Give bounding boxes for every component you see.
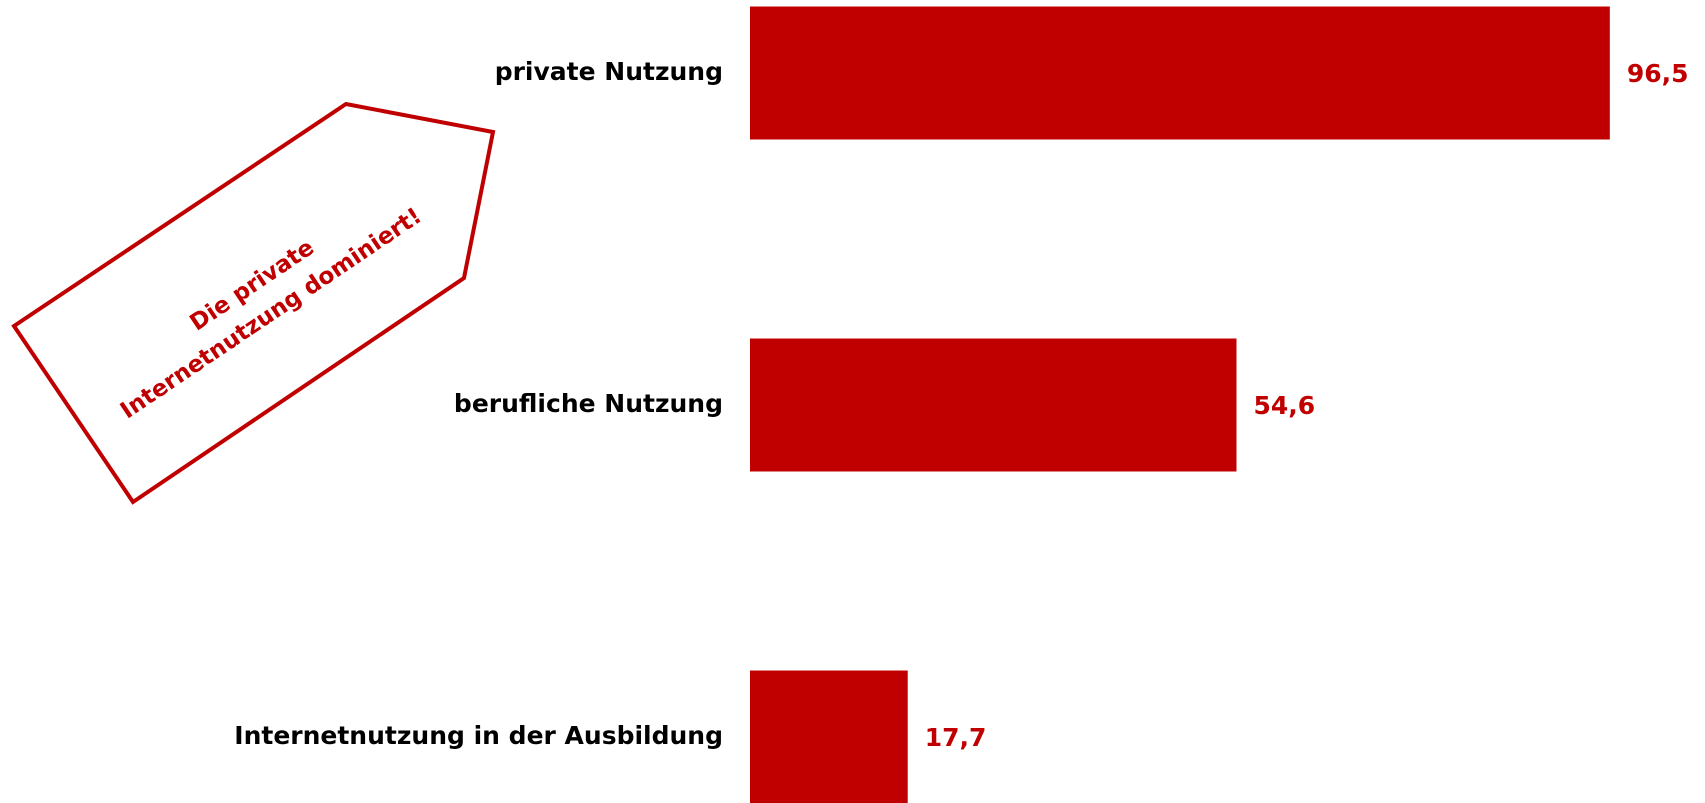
category-label: berufliche Nutzung [454, 389, 723, 418]
bar [750, 670, 908, 803]
value-label: 17,7 [925, 723, 987, 752]
category-label: private Nutzung [495, 57, 723, 86]
bar [750, 6, 1610, 140]
annotation-shape [11, 101, 496, 505]
value-label: 96,5 [1627, 59, 1689, 88]
annotation: Die private Internetnutzung dominiert! [116, 203, 426, 424]
value-label: 54,6 [1253, 391, 1315, 420]
category-label: Internetnutzung in der Ausbildung [234, 721, 723, 750]
annotation-text: Internetnutzung dominiert! [116, 203, 426, 424]
bar [750, 338, 1237, 472]
